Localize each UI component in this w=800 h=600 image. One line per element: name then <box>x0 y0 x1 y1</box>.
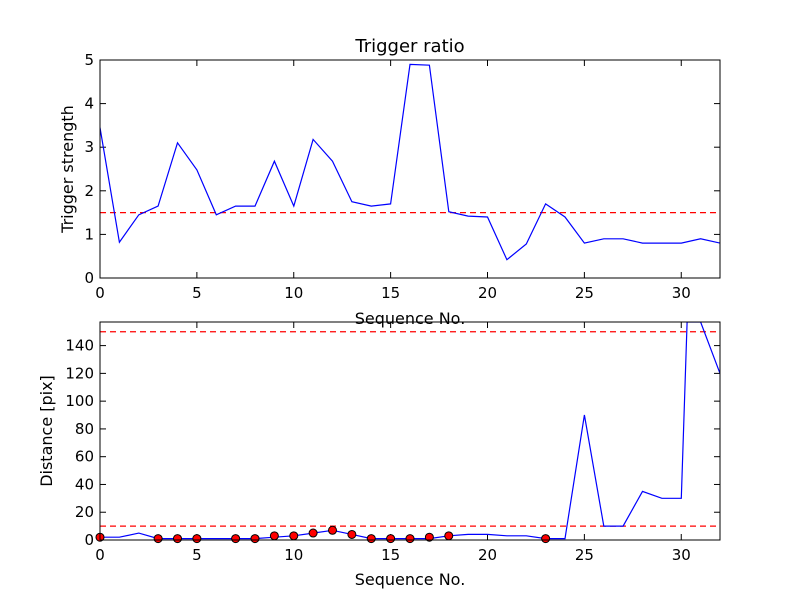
data-point <box>366 534 376 544</box>
tick-group: 0 5 10 15 20 25 30 0 1 2 3 4 5 <box>84 51 720 302</box>
x-tick-label: 25 <box>575 546 594 564</box>
y-tick-label: 60 <box>75 448 94 466</box>
y-axis-label: Trigger strength <box>58 105 77 234</box>
y-tick-label: 3 <box>84 138 94 156</box>
tick-group: 0 5 10 15 20 25 30 0 20 40 60 80 100 120 140 <box>65 322 720 564</box>
x-tick-label: 20 <box>478 546 497 564</box>
y-tick-label: 120 <box>65 364 94 382</box>
plot-area <box>99 59 721 279</box>
series-line <box>100 322 720 540</box>
y-tick-label: 40 <box>75 475 94 493</box>
y-axis-label: Distance [pix] <box>37 375 56 487</box>
data-point <box>347 529 357 539</box>
data-point <box>231 534 241 544</box>
y-tick-label: 140 <box>65 337 94 355</box>
chart-title: Trigger ratio <box>354 36 464 57</box>
x-tick-label: 25 <box>575 284 594 302</box>
x-tick-label: 5 <box>192 546 202 564</box>
data-point <box>192 534 202 544</box>
y-tick-label: 0 <box>84 531 94 549</box>
series-line <box>100 63 720 261</box>
distance-panel: Sequence No. Distance [pix] 0 5 10 15 20 25 30… <box>37 321 721 589</box>
data-point <box>328 525 337 535</box>
y-tick-label: 4 <box>84 95 94 113</box>
y-tick-label: 20 <box>75 503 94 521</box>
data-point <box>173 534 182 544</box>
x-axis-label: Sequence No. <box>355 570 466 589</box>
series-group <box>100 63 720 261</box>
y-tick-label: 100 <box>65 392 94 410</box>
data-point <box>405 534 415 544</box>
x-tick-label: 20 <box>478 284 497 302</box>
data-point <box>289 531 299 541</box>
data-point <box>541 534 551 544</box>
data-point <box>269 531 279 541</box>
x-tick-label: 0 <box>95 284 105 302</box>
trigger-ratio-panel: Trigger ratio Sequence No. Trigger stren… <box>58 36 721 328</box>
y-tick-label: 80 <box>75 420 94 438</box>
data-point <box>308 528 318 538</box>
data-point <box>386 534 396 544</box>
x-tick-label: 15 <box>381 284 400 302</box>
plot-clip-group <box>100 63 720 261</box>
plot-area <box>99 321 721 541</box>
data-point <box>153 534 163 544</box>
x-tick-label: 30 <box>672 546 691 564</box>
plot-clip-group <box>100 322 720 540</box>
y-tick-label: 2 <box>84 182 94 200</box>
series-group <box>95 322 720 544</box>
y-tick-label: 0 <box>84 269 94 287</box>
x-tick-label: 10 <box>284 284 303 302</box>
x-tick-label: 10 <box>284 546 303 564</box>
x-tick-label: 30 <box>672 284 691 302</box>
data-point <box>424 532 434 542</box>
y-tick-label: 1 <box>84 225 94 243</box>
x-tick-label: 15 <box>381 546 400 564</box>
x-tick-label: 0 <box>95 546 105 564</box>
x-axis-label: Sequence No. <box>355 309 466 328</box>
data-point <box>444 531 454 541</box>
data-point <box>250 534 260 544</box>
y-tick-label: 5 <box>84 51 94 69</box>
x-tick-label: 5 <box>192 284 202 302</box>
